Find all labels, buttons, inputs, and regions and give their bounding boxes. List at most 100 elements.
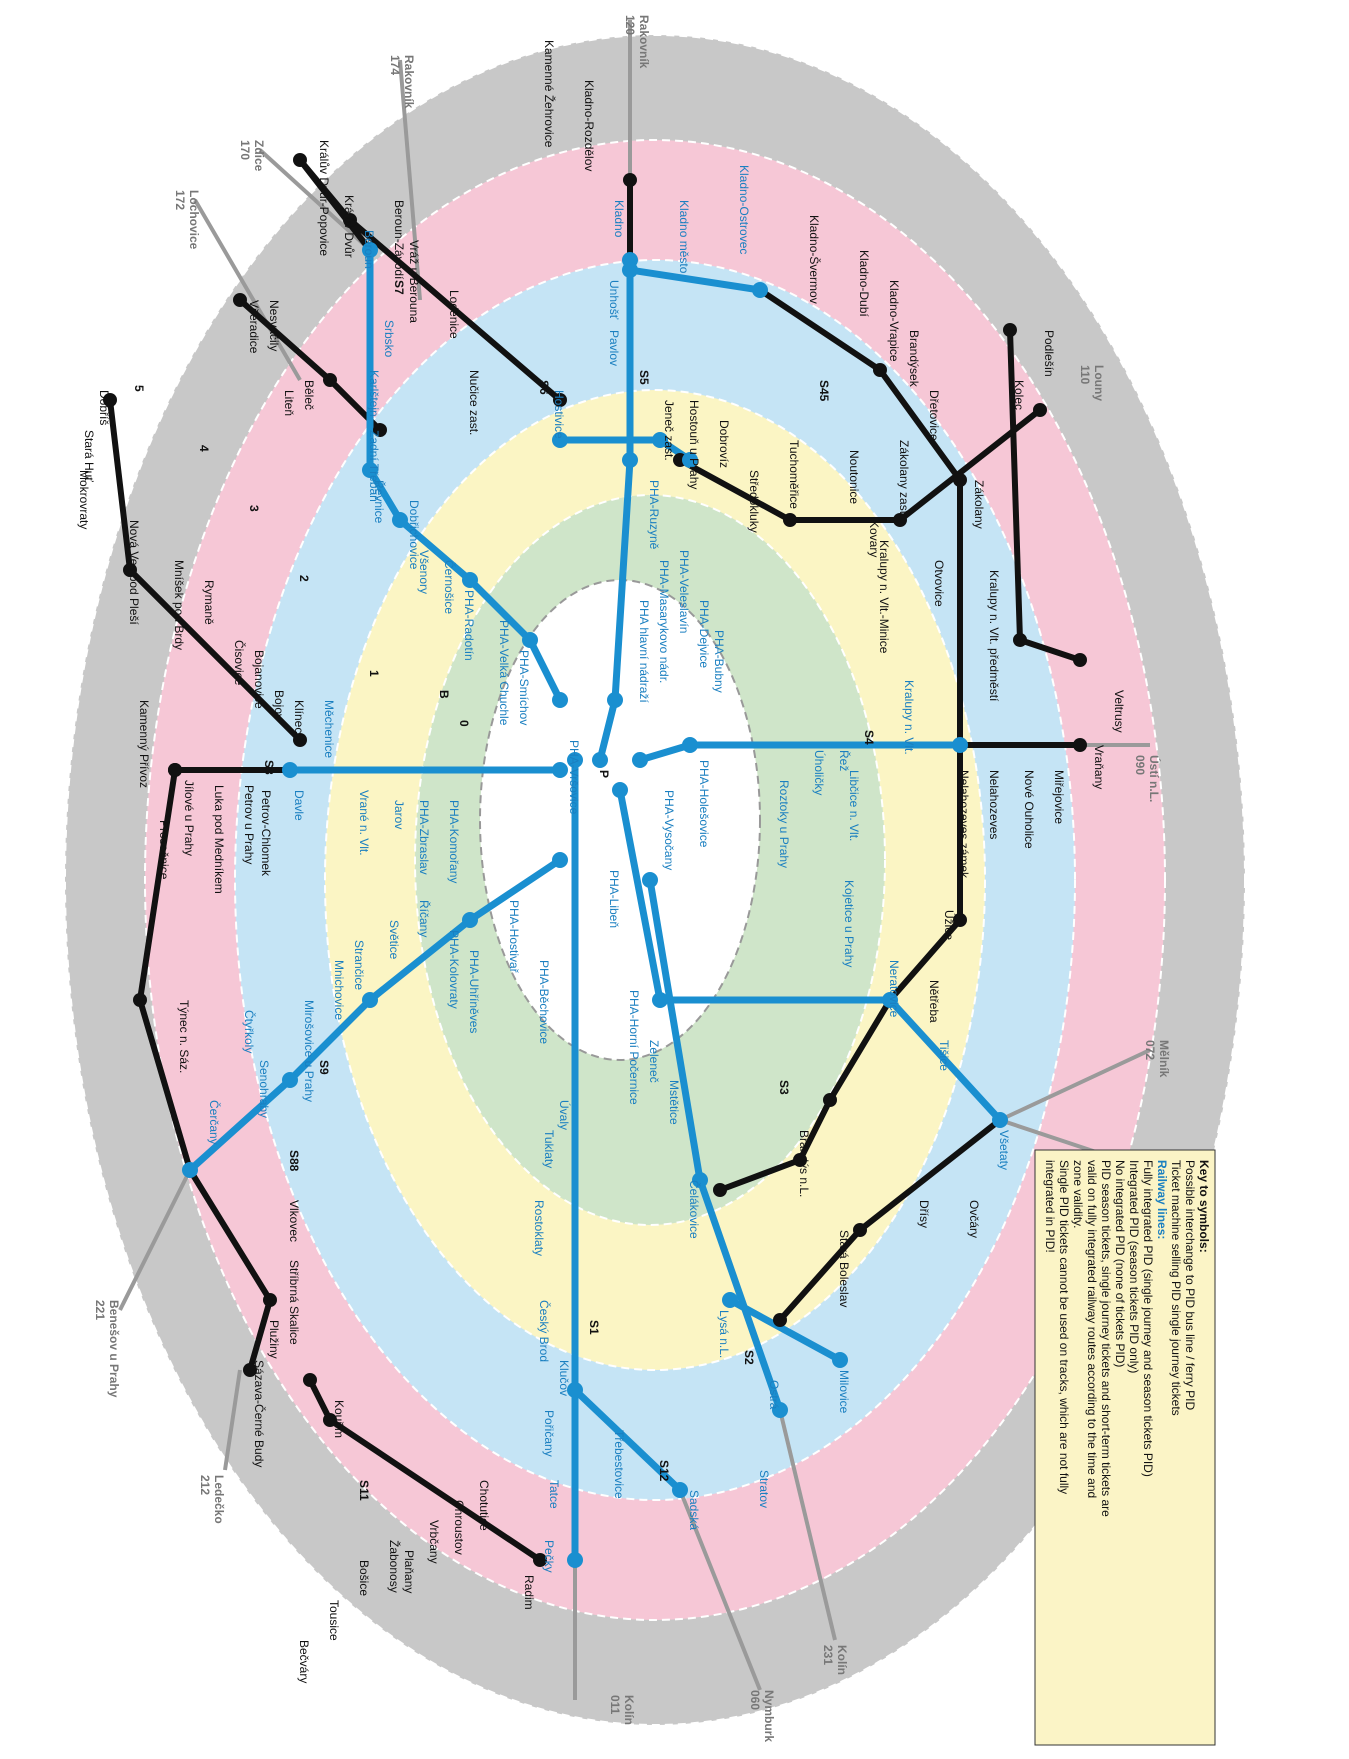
labels: P 0 B 1 2 3 4 5 Kladno Kladno-Rozdělov Kamenné Žeh… [77, 15, 1171, 1742]
station-dot [1033, 403, 1047, 417]
station-label: Kovary [867, 520, 881, 557]
rail-line [297, 157, 562, 403]
line-code: S1 [587, 1320, 601, 1335]
line-code: S4 [862, 730, 876, 745]
station-dot [293, 733, 307, 747]
station-label: Senohraby [257, 1060, 271, 1118]
station-label: Strančice [352, 940, 366, 990]
station-label: Plaňany [402, 1550, 416, 1593]
line-code: S88 [287, 1150, 301, 1172]
station-dot [622, 452, 638, 468]
station-label: Petrov u Prahy [242, 785, 256, 864]
destination-name: Louny [1092, 365, 1106, 401]
station-dot [672, 1482, 688, 1498]
line-code: S11 [357, 1480, 371, 1501]
destination-line: 120 [623, 15, 637, 35]
rail-line [678, 407, 1042, 523]
station-dot [823, 1093, 837, 1107]
rail-line [366, 250, 564, 702]
station-label: Brandýs n.L. [797, 1130, 811, 1197]
rail-line [728, 1296, 842, 1364]
station-dot [953, 913, 967, 927]
station-label: Řež [837, 750, 852, 771]
station-dot [832, 1352, 848, 1368]
station-label: Zákolany [972, 480, 986, 529]
station-label: Roztoky u Prahy [777, 780, 791, 868]
station-label: Týnec n. Sáz. [177, 1000, 191, 1073]
zone-label: 4 [197, 445, 211, 452]
station-dot [133, 993, 147, 1007]
station-dot [552, 852, 568, 868]
line-code: S7 [392, 280, 406, 295]
rail-line [999, 1048, 1151, 1122]
station-dot [882, 992, 898, 1008]
station-label: Mnichovice [332, 960, 346, 1020]
station-label: Bojanovice [252, 650, 266, 709]
station-label: Hostouň u Prahy [687, 400, 701, 489]
station-dot [362, 462, 378, 478]
key-line: integrated in PID! [1043, 1160, 1057, 1253]
station-label: Kojetice u Prahy [842, 880, 856, 967]
station-label: Hostivice [552, 390, 566, 439]
station-label: Kamenné Žehrovice [542, 40, 557, 148]
rail-line [398, 59, 422, 301]
station-dot [873, 363, 887, 377]
destination-line: 090 [1133, 755, 1147, 775]
station-label: PHA-Libeň [607, 870, 621, 928]
station-label: Kladno-Rozdělov [582, 80, 596, 171]
key-line: Railway lines: [1155, 1160, 1169, 1239]
station-label: Středokluky [747, 470, 761, 533]
rail-line [258, 148, 372, 252]
line-code: S45 [817, 380, 831, 402]
destination-line: 221 [93, 1300, 107, 1320]
station-label: Nové Ouholice [1022, 770, 1036, 849]
rail-line [596, 260, 634, 761]
station-label: Otvovice [932, 560, 946, 607]
station-label: Tuchoměřice [787, 440, 801, 509]
station-label: Chotutice [477, 1480, 491, 1531]
zone-label: 1 [367, 670, 381, 677]
station-label: Liteň [282, 390, 296, 416]
station-label: Všenory [417, 550, 431, 594]
station-label: Luka pod Medníkem [212, 785, 226, 894]
station-label: Srbsko [382, 320, 396, 358]
station-label: Podlešín [1042, 330, 1056, 377]
station-label: Plužiny [267, 1320, 281, 1359]
rail-line [118, 1169, 192, 1311]
station-label: Pečky [542, 1540, 556, 1573]
destination-name: Nymburk [762, 1690, 776, 1742]
station-dot [282, 762, 298, 778]
station-label: Mníšek pod Brdy [172, 560, 186, 650]
station-label: Třebestovice [612, 1430, 626, 1499]
station-dot [362, 242, 378, 258]
key-line: Possible interchange to PID bus line / f… [1183, 1160, 1197, 1410]
station-label: PHA-Běchovice [537, 960, 551, 1044]
station-dot [1013, 633, 1027, 647]
zone-label: P [597, 770, 611, 778]
key-line: valid on fully integrated railway routes… [1085, 1160, 1099, 1498]
station-dot [553, 393, 567, 407]
station-label: Klínec [292, 700, 306, 733]
station-label: Rostoklaty [532, 1200, 546, 1256]
destination-name: Rakovník [637, 15, 651, 69]
station-label: Úholičky [812, 750, 827, 795]
station-dot [692, 1172, 708, 1188]
station-label: PHA-Vršovice [567, 740, 581, 815]
station-label: Nučice zast. [467, 370, 481, 435]
station-label: Loděnice [447, 290, 461, 339]
station-label: Kladno-Švermov [807, 215, 822, 304]
zone-label: 2 [297, 575, 311, 582]
key-text: Key to symbols:Possible interchange to P… [1043, 1160, 1211, 1517]
station-dot [783, 513, 797, 527]
station-dot [642, 872, 658, 888]
station-dot [392, 512, 408, 528]
key-line: PID season tickets, single journey ticke… [1099, 1160, 1113, 1517]
destination-name: Ústí n.L. [1147, 755, 1162, 802]
station-label: Říčany [417, 900, 432, 937]
station-label: Jílové u Prahy [182, 780, 196, 856]
station-label: Český Brod [537, 1300, 552, 1362]
station-dot [567, 1552, 583, 1568]
station-label: PHA-Bubny [712, 630, 726, 693]
station-label: Světice [387, 920, 401, 960]
station-label: Běleč [302, 380, 316, 410]
